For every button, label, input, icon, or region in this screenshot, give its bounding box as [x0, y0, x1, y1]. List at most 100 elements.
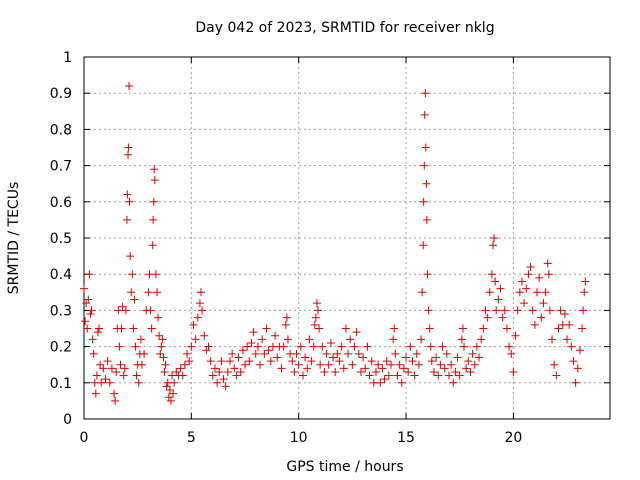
y-tick-label: 1: [63, 50, 72, 66]
data-point: [169, 389, 178, 398]
x-tick-label: 15: [397, 430, 415, 446]
data-point: [127, 288, 136, 297]
data-point: [425, 324, 434, 333]
data-point: [367, 357, 376, 366]
data-point: [92, 371, 101, 380]
data-point: [157, 342, 166, 351]
data-point: [479, 324, 488, 333]
data-point: [384, 371, 393, 380]
data-point: [390, 324, 399, 333]
data-point: [210, 364, 219, 373]
data-point: [539, 299, 548, 308]
data-point: [298, 371, 307, 380]
data-point: [387, 360, 396, 369]
data-point: [434, 371, 443, 380]
data-point: [464, 357, 473, 366]
data-point: [468, 349, 477, 358]
data-point: [420, 110, 429, 119]
data-point: [391, 349, 400, 358]
data-point: [329, 353, 338, 362]
data-point: [449, 378, 458, 387]
data-point: [228, 349, 237, 358]
data-point: [124, 150, 133, 159]
data-point: [277, 364, 286, 373]
data-point: [122, 215, 131, 224]
data-point: [491, 277, 500, 286]
data-point: [440, 364, 449, 373]
data-point: [331, 367, 340, 376]
data-point: [83, 324, 92, 333]
data-point: [225, 357, 234, 366]
data-point: [453, 353, 462, 362]
data-point: [279, 342, 288, 351]
data-point: [581, 277, 590, 286]
data-point: [537, 313, 546, 322]
data-point: [490, 234, 499, 242]
data-point: [132, 371, 141, 380]
data-point: [447, 360, 456, 369]
data-point: [511, 331, 520, 340]
data-point: [197, 288, 206, 297]
data-point: [333, 349, 342, 358]
data-point: [487, 270, 496, 279]
data-point: [505, 342, 514, 351]
data-point: [337, 342, 346, 351]
data-point: [97, 378, 106, 387]
data-point: [548, 335, 557, 344]
data-point: [198, 306, 207, 315]
data-point: [130, 295, 139, 304]
data-point: [361, 364, 370, 373]
data-point: [253, 342, 262, 351]
data-point: [149, 215, 158, 224]
data-point: [88, 335, 97, 344]
data-point: [137, 360, 146, 369]
data-point: [316, 360, 325, 369]
data-point: [556, 306, 565, 315]
data-point: [402, 353, 411, 362]
data-point: [264, 346, 273, 355]
data-point: [376, 378, 385, 387]
data-point: [156, 349, 165, 358]
data-point: [483, 313, 492, 322]
data-point: [513, 306, 522, 315]
data-point: [545, 306, 554, 315]
data-point: [152, 288, 161, 297]
data-point: [200, 331, 209, 340]
data-point: [238, 346, 247, 355]
y-tick-label: 0.6: [50, 195, 72, 211]
y-tick-label: 0.4: [50, 267, 72, 283]
data-point: [243, 342, 252, 351]
data-point: [421, 89, 430, 98]
data-point: [426, 342, 435, 351]
y-tick-label: 0: [63, 412, 72, 428]
data-point: [348, 360, 357, 369]
data-point: [120, 364, 129, 373]
data-point: [223, 367, 232, 376]
data-point: [477, 335, 486, 344]
data-point: [93, 328, 102, 337]
data-point: [444, 371, 453, 380]
data-point: [160, 367, 169, 376]
data-point: [134, 378, 143, 387]
x-tick-label: 20: [504, 430, 522, 446]
data-point: [560, 310, 569, 319]
data-point: [359, 353, 368, 362]
data-point: [422, 215, 431, 224]
x-axis-label: GPS time / hours: [286, 459, 403, 475]
data-point: [395, 360, 404, 369]
data-point: [162, 382, 171, 391]
data-point: [335, 357, 344, 366]
data-point: [494, 295, 503, 304]
data-point: [460, 342, 469, 351]
data-point: [292, 349, 301, 358]
data-point: [573, 364, 582, 373]
data-point: [123, 190, 132, 199]
data-point: [176, 364, 185, 373]
data-points: [80, 81, 590, 405]
data-point: [195, 299, 204, 308]
data-point: [438, 342, 447, 351]
data-point: [380, 375, 389, 384]
y-tick-label: 0.1: [50, 376, 72, 392]
data-point: [550, 360, 559, 369]
data-point: [117, 324, 126, 333]
